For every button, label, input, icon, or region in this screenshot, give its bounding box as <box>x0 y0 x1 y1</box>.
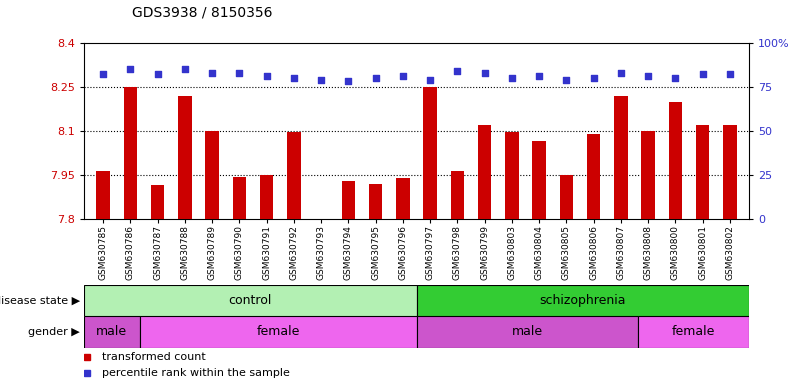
Bar <box>696 125 710 219</box>
Point <box>97 71 110 78</box>
Bar <box>560 175 574 219</box>
Bar <box>424 87 437 219</box>
Text: GDS3938 / 8150356: GDS3938 / 8150356 <box>132 6 272 20</box>
Bar <box>341 181 355 219</box>
Point <box>342 78 355 84</box>
Bar <box>123 87 137 219</box>
Bar <box>396 178 409 219</box>
Bar <box>96 171 110 219</box>
Point <box>260 73 273 79</box>
Point <box>723 71 736 78</box>
Bar <box>587 134 601 219</box>
Text: transformed count: transformed count <box>103 352 206 362</box>
Bar <box>723 125 737 219</box>
Bar <box>139 316 417 348</box>
Text: percentile rank within the sample: percentile rank within the sample <box>103 368 290 378</box>
Text: gender ▶: gender ▶ <box>28 327 80 337</box>
Point <box>505 75 518 81</box>
Point <box>669 75 682 81</box>
Bar <box>84 285 417 316</box>
Point <box>233 70 246 76</box>
Bar <box>505 132 519 219</box>
Text: female: female <box>672 325 715 338</box>
Text: disease state ▶: disease state ▶ <box>0 295 80 305</box>
Text: male: male <box>96 325 127 338</box>
Text: control: control <box>228 294 272 307</box>
Bar <box>642 131 655 219</box>
Bar <box>417 316 638 348</box>
Point <box>396 73 409 79</box>
Bar <box>205 131 219 219</box>
Point <box>614 70 627 76</box>
Bar <box>478 125 492 219</box>
Bar <box>232 177 246 219</box>
Bar <box>451 171 465 219</box>
Bar <box>260 175 273 219</box>
Bar <box>287 132 300 219</box>
Text: schizophrenia: schizophrenia <box>540 294 626 307</box>
Point <box>369 75 382 81</box>
Point <box>151 71 164 78</box>
Point <box>560 77 573 83</box>
Point <box>206 70 219 76</box>
Bar <box>178 96 191 219</box>
Text: male: male <box>512 325 543 338</box>
Point <box>124 66 137 72</box>
Bar <box>417 285 749 316</box>
Point <box>288 75 300 81</box>
Point <box>696 71 709 78</box>
Point <box>315 77 328 83</box>
Bar <box>614 96 628 219</box>
Bar <box>638 316 749 348</box>
Point <box>179 66 191 72</box>
Point <box>642 73 654 79</box>
Bar <box>368 184 382 219</box>
Text: female: female <box>256 325 300 338</box>
Point <box>451 68 464 74</box>
Bar <box>151 185 164 219</box>
Point <box>478 70 491 76</box>
Bar <box>669 101 682 219</box>
Point <box>424 77 437 83</box>
Point <box>533 73 545 79</box>
Point <box>587 75 600 81</box>
Bar <box>533 141 546 219</box>
Bar <box>84 316 139 348</box>
